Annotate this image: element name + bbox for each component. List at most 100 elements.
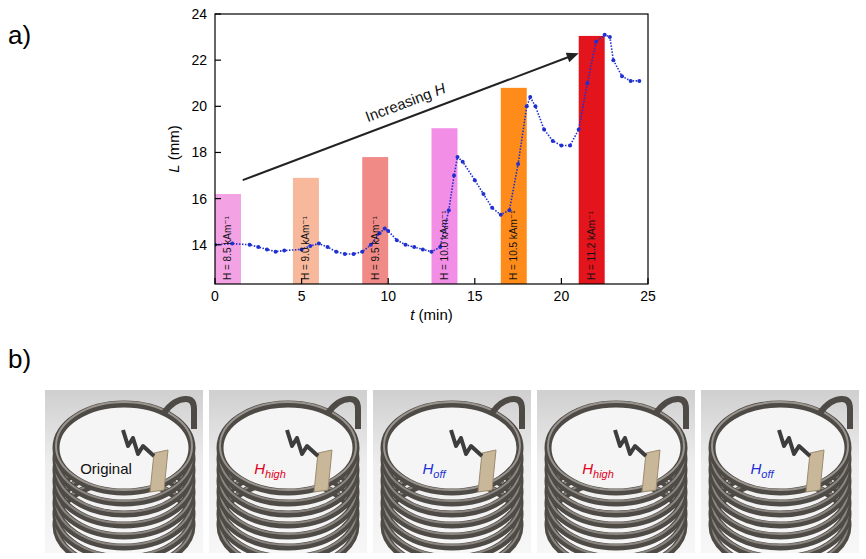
y-tick [215,106,221,107]
plain-part: Increasing [363,83,438,125]
series-point [274,250,278,254]
coil-top [56,404,192,492]
x-tick-label: 10 [380,288,396,304]
series-point [551,139,555,143]
series-point [525,104,529,108]
coil-lead [164,399,194,429]
coil-lead [656,399,686,429]
series-point [490,206,494,210]
photo-tile [209,390,367,553]
series-point [577,127,581,131]
label-sub: high [593,468,614,480]
coil-highlight [384,402,520,490]
plain-part: (min) [414,306,452,323]
series-point [637,79,641,83]
coil-top [712,404,848,492]
series-point [282,249,286,253]
series-point [585,81,589,85]
annotation-text: Increasing H [363,79,448,125]
photo-label: Hhigh [254,460,286,480]
photo-bg [537,390,695,553]
series-point [343,252,347,256]
field-label: H = 9.5 kAm⁻¹ [370,215,381,280]
figure: a)1416182022240510152025t (min)L (mm)H =… [0,0,866,559]
photo-label: Hoff [422,460,446,480]
y-tick-label: 22 [191,52,207,68]
label-main: H [582,460,593,477]
label-main: Original [80,460,132,477]
x-tick [561,278,562,284]
series-point [383,227,387,231]
coil-lead [492,399,522,429]
field-bar [432,128,458,284]
y-tick [215,244,221,245]
coil-highlight [220,402,356,490]
italic-part: L [165,164,182,172]
series-point [452,174,456,178]
series-point [352,252,356,256]
photo-tile [701,390,859,553]
panel-label: a) [8,20,31,50]
sample-spring [287,430,318,456]
series-point [404,243,408,247]
label-main: H [254,460,265,477]
annotation-arrowhead [566,53,579,62]
label-sub: high [265,468,286,480]
series-point [265,247,269,251]
y-tick-label: 20 [191,98,207,114]
series-point [559,144,563,148]
series-point [395,238,399,242]
y-tick-label: 16 [191,191,207,207]
coil-top [220,404,356,492]
x-tick [388,278,389,284]
photo-bg [701,390,859,553]
series-point [473,178,477,182]
annotation-arrow [243,56,572,180]
series-point [516,162,520,166]
series-point [326,245,330,249]
series-point [629,79,633,83]
photo-tile [45,390,203,553]
y-tick [215,60,221,61]
y-axis-title: L (mm) [165,125,182,173]
field-bar [579,36,605,284]
x-tick-label: 5 [298,288,306,304]
coil-top [384,404,520,492]
series-point [568,144,572,148]
x-tick [214,278,215,284]
series-point [334,250,338,254]
coil-top [548,404,684,492]
plot-marks [215,33,641,284]
y-tick [215,152,221,153]
series-point [533,104,537,108]
field-label: H = 10.0 kAm⁻¹ [439,210,450,280]
series-point [611,58,615,62]
series-point [430,250,434,254]
series-point [499,213,503,217]
field-bar [501,88,527,284]
field-label: H = 9.0 kAm⁻¹ [300,215,311,280]
series-point [256,245,260,249]
sample-spring [779,430,810,456]
coil-highlight [712,402,848,490]
coil-lead [820,399,850,429]
x-tick-label: 25 [640,288,656,304]
field-label: H = 11.2 kAm⁻¹ [586,211,597,280]
photo-bg [373,390,531,553]
series-point [421,247,425,251]
field-label: H = 8.5 kAm⁻¹ [222,215,233,280]
sample-spring [123,430,154,456]
series-point [542,127,546,131]
series-point [594,40,598,44]
coil-lead [328,399,358,429]
photo-label: Original [80,460,132,477]
series-point [608,35,612,39]
series-point [360,250,364,254]
panel-label: b) [8,344,31,374]
field-bar [293,178,319,284]
label-sub: off [761,468,774,480]
label-main: H [750,460,761,477]
field-label: H = 10.5 kAm⁻¹ [508,210,519,280]
photo-bg [45,390,203,553]
sample-spring [451,430,482,456]
